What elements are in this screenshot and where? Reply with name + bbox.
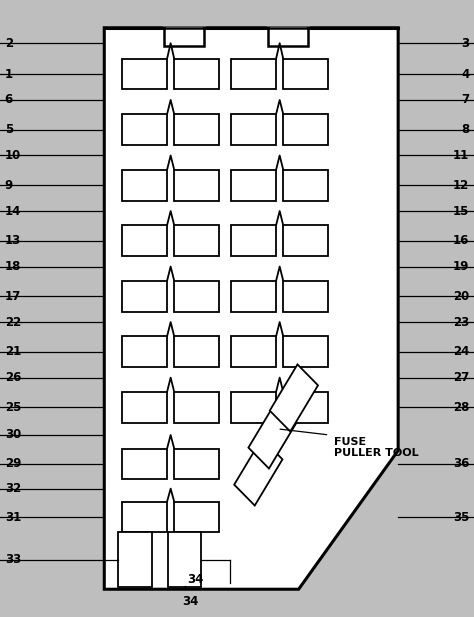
Text: 34: 34 xyxy=(182,595,199,608)
Bar xyxy=(234,439,283,505)
Text: 17: 17 xyxy=(5,289,21,303)
Text: 8: 8 xyxy=(461,123,469,136)
Bar xyxy=(174,114,219,145)
Bar xyxy=(231,114,276,145)
Text: 9: 9 xyxy=(5,178,13,192)
Polygon shape xyxy=(104,28,398,589)
Text: 12: 12 xyxy=(453,178,469,192)
Bar xyxy=(283,336,328,367)
Bar xyxy=(283,114,328,145)
Bar xyxy=(122,225,167,256)
Text: 7: 7 xyxy=(461,93,469,107)
Text: 35: 35 xyxy=(453,510,469,524)
Bar xyxy=(283,225,328,256)
Text: 4: 4 xyxy=(461,67,469,81)
Text: 26: 26 xyxy=(5,371,21,384)
Text: 32: 32 xyxy=(5,482,21,495)
Text: 19: 19 xyxy=(453,260,469,273)
Bar xyxy=(231,392,276,423)
Text: 29: 29 xyxy=(5,457,21,471)
Text: 16: 16 xyxy=(453,234,469,247)
Text: 33: 33 xyxy=(5,553,21,566)
Text: 34: 34 xyxy=(187,573,204,586)
Bar xyxy=(270,365,318,431)
Bar xyxy=(122,449,167,479)
Text: 24: 24 xyxy=(453,345,469,358)
Bar xyxy=(122,502,167,532)
Bar xyxy=(174,336,219,367)
Text: 10: 10 xyxy=(5,149,21,162)
Text: 1: 1 xyxy=(5,67,13,81)
Bar xyxy=(122,392,167,423)
Text: 36: 36 xyxy=(453,457,469,471)
Bar xyxy=(174,392,219,423)
Text: 28: 28 xyxy=(453,400,469,414)
Bar xyxy=(174,502,219,532)
Bar xyxy=(283,392,328,423)
Text: FUSE
PULLER TOOL: FUSE PULLER TOOL xyxy=(334,436,419,458)
Bar xyxy=(231,336,276,367)
Text: 5: 5 xyxy=(5,123,13,136)
Bar xyxy=(174,59,219,89)
Text: 30: 30 xyxy=(5,428,21,442)
Text: 3: 3 xyxy=(461,36,469,50)
Text: 13: 13 xyxy=(5,234,21,247)
Bar xyxy=(231,59,276,89)
Bar xyxy=(231,281,276,312)
Text: 20: 20 xyxy=(453,289,469,303)
Text: 14: 14 xyxy=(5,204,21,218)
Bar xyxy=(231,170,276,201)
Bar xyxy=(248,402,297,468)
Bar xyxy=(174,225,219,256)
Bar xyxy=(231,225,276,256)
Bar xyxy=(122,114,167,145)
Bar xyxy=(174,170,219,201)
Bar xyxy=(168,532,201,587)
Bar xyxy=(268,28,308,46)
Bar xyxy=(122,336,167,367)
Bar xyxy=(164,28,204,46)
Text: 31: 31 xyxy=(5,510,21,524)
Bar xyxy=(122,170,167,201)
Text: 6: 6 xyxy=(5,93,13,107)
Bar xyxy=(122,281,167,312)
Text: 18: 18 xyxy=(5,260,21,273)
Bar xyxy=(118,532,152,587)
Bar xyxy=(122,59,167,89)
Bar xyxy=(283,281,328,312)
Text: 27: 27 xyxy=(453,371,469,384)
Text: 25: 25 xyxy=(5,400,21,414)
Text: 2: 2 xyxy=(5,36,13,50)
Bar xyxy=(174,281,219,312)
Text: 22: 22 xyxy=(5,315,21,329)
Text: 23: 23 xyxy=(453,315,469,329)
Text: 11: 11 xyxy=(453,149,469,162)
Text: 15: 15 xyxy=(453,204,469,218)
Bar xyxy=(283,59,328,89)
Bar xyxy=(283,170,328,201)
Bar xyxy=(174,449,219,479)
Text: 21: 21 xyxy=(5,345,21,358)
